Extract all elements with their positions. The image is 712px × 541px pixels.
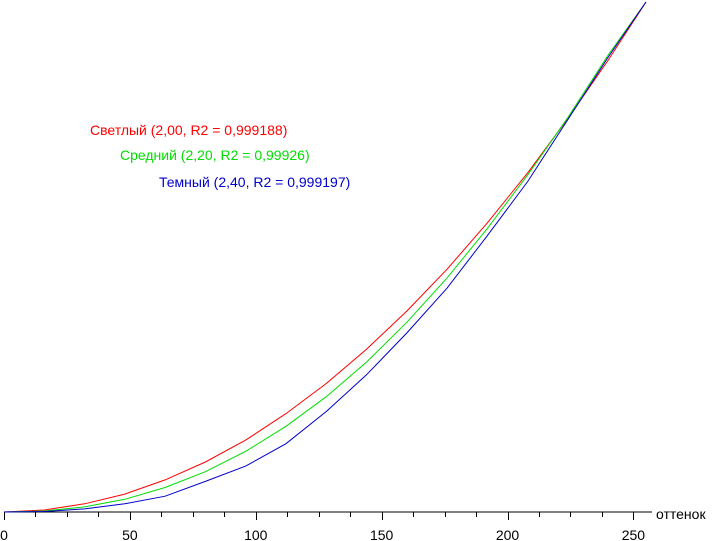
x-tick-label: 150: [370, 527, 394, 541]
legend-entry-3: Темный (2,40, R2 = 0,999197): [159, 174, 350, 190]
series-line-2: [3, 1, 647, 513]
legend-entry-1: Светлый (2,00, R2 = 0,999188): [90, 122, 287, 138]
series-line-3: [3, 1, 647, 513]
axes: 0 50 100 150 200 250: [0, 511, 652, 541]
x-tick-label: 100: [244, 527, 268, 541]
legend-entry-2: Средний (2,20, R2 = 0,99926): [120, 147, 310, 163]
x-axis-label: оттенок: [656, 506, 706, 522]
series-line-1: [3, 1, 647, 513]
x-tick-label: 250: [622, 527, 646, 541]
x-tick-label: 50: [122, 527, 138, 541]
legend: Светлый (2,00, R2 = 0,999188) Средний (2,…: [90, 122, 350, 190]
series-lines: [3, 1, 647, 513]
x-tick-label: 0: [0, 527, 8, 541]
x-tick-label: 200: [496, 527, 520, 541]
